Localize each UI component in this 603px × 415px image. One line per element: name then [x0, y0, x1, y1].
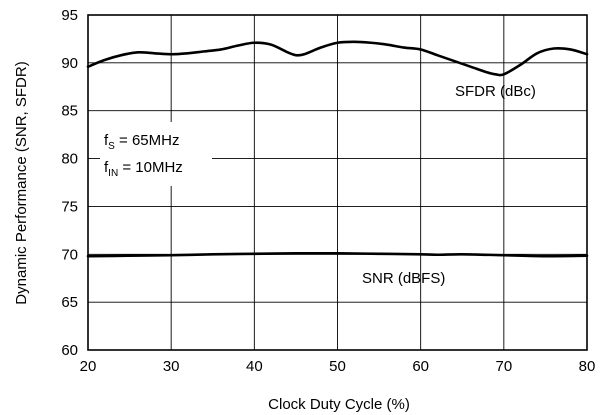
y-tick-label: 95: [61, 7, 78, 24]
y-tick-label: 85: [61, 103, 78, 120]
y-tick-labels: 60 65 70 75 80 85 90 95: [61, 7, 78, 359]
y-tick-label: 65: [61, 294, 78, 311]
x-axis-title: Clock Duty Cycle (%): [268, 396, 410, 413]
y-tick-label: 80: [61, 151, 78, 168]
sfdr-line: [86, 40, 589, 77]
x-tick-label: 70: [495, 358, 512, 375]
x-tick-label: 40: [246, 358, 263, 375]
y-axis-title: Dynamic Performance (SNR, SFDR): [13, 61, 30, 304]
grid: [87, 14, 588, 351]
x-tick-label: 60: [412, 358, 429, 375]
series-lines: [86, 40, 589, 258]
x-tick-labels: 20 30 40 50 60 70 80: [80, 358, 596, 375]
x-tick-label: 80: [579, 358, 596, 375]
annotation-fs-base: f: [104, 132, 109, 149]
snr-line: [86, 251, 589, 258]
y-tick-label: 75: [61, 198, 78, 215]
annotation-fs-sub: S: [108, 141, 115, 152]
x-tick-label: 50: [329, 358, 346, 375]
y-tick-label: 90: [61, 55, 78, 72]
y-tick-label: 60: [61, 342, 78, 359]
annotation-fs: fS = 65MHz: [104, 132, 179, 152]
x-tick-label: 20: [80, 358, 97, 375]
annotation-fin-sub: IN: [108, 168, 118, 179]
annotation-fin-base: f: [104, 159, 109, 176]
y-tick-label: 70: [61, 246, 78, 263]
annotation-fin-value: = 10MHz: [118, 159, 183, 176]
series-label-sfdr: SFDR (dBc): [455, 83, 536, 100]
x-tick-label: 30: [163, 358, 180, 375]
annotation-fin: fIN = 10MHz: [104, 159, 183, 179]
plot-frame: [87, 14, 588, 351]
annotation-fs-value: = 65MHz: [115, 132, 180, 149]
series-label-snr: SNR (dBFS): [362, 270, 445, 287]
annotation-box: [100, 122, 212, 186]
